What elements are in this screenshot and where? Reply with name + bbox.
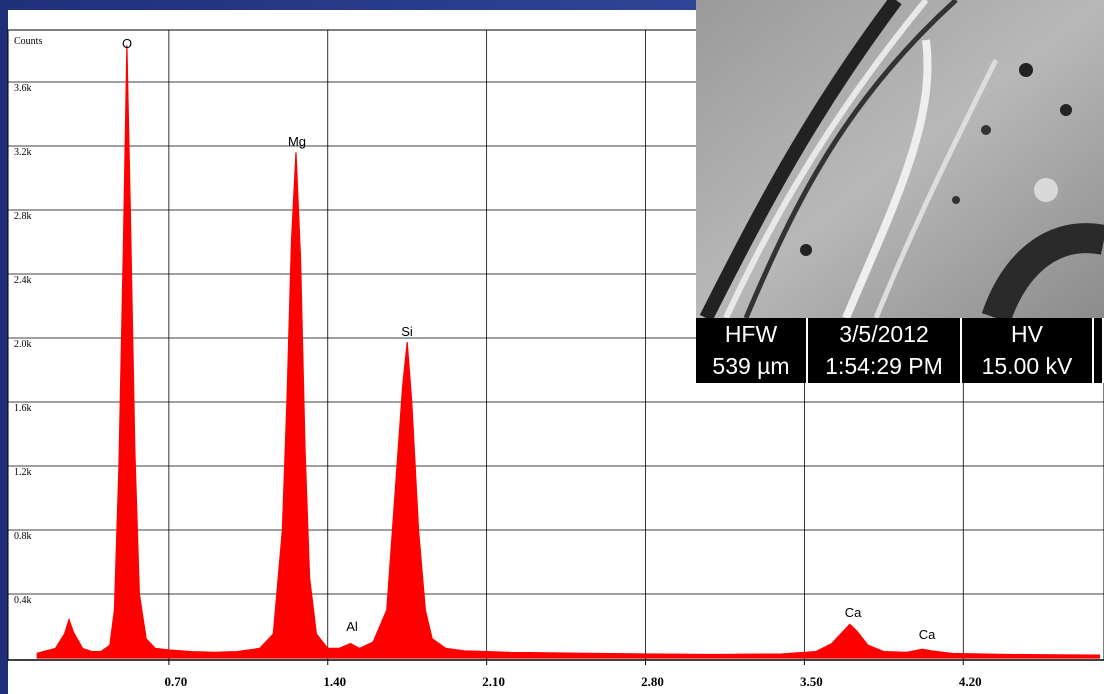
info-spacer	[1094, 318, 1104, 350]
y-tick-label: 1.2k	[14, 467, 32, 478]
y-tick-label: 0.4k	[14, 595, 32, 606]
peak-label: Ca	[919, 627, 936, 642]
peak-label: Ca	[845, 605, 862, 620]
x-tick-label: 2.80	[641, 674, 664, 689]
info-header: HV	[962, 318, 1094, 350]
sem-info-bar: HFW 3/5/2012 HV 539 µm 1:54:29 PM 15.00 …	[696, 318, 1104, 383]
info-header: HFW	[696, 318, 808, 350]
peak-label: O	[122, 36, 132, 51]
y-tick-label: 2.0k	[14, 339, 32, 350]
y-tick-label: 0.8k	[14, 531, 32, 542]
x-tick-label: 3.50	[800, 674, 823, 689]
y-tick-label: 3.6k	[14, 83, 32, 94]
x-tick-label: 2.10	[482, 674, 505, 689]
peak-label: Al	[346, 619, 358, 634]
y-tick-label: 2.4k	[14, 275, 32, 286]
peak-label: Mg	[288, 134, 306, 149]
spectrum	[36, 45, 1101, 659]
x-tick-label: 1.40	[323, 674, 346, 689]
peak-label: Si	[401, 324, 413, 339]
y-tick-label: 1.6k	[14, 403, 32, 414]
info-value: 1:54:29 PM	[808, 350, 962, 383]
sem-image	[696, 0, 1104, 318]
info-value: 15.00 kV	[962, 350, 1094, 383]
y-tick-label: 2.8k	[14, 211, 32, 222]
x-tick-label: 4.20	[959, 674, 982, 689]
info-header: 3/5/2012	[808, 318, 962, 350]
y-axis-title: Counts	[14, 36, 42, 47]
info-spacer	[1094, 350, 1104, 383]
sem-inset: HFW 3/5/2012 HV 539 µm 1:54:29 PM 15.00 …	[696, 0, 1104, 383]
y-tick-label: 3.2k	[14, 147, 32, 158]
info-value: 539 µm	[696, 350, 808, 383]
x-tick-label: 0.70	[165, 674, 188, 689]
